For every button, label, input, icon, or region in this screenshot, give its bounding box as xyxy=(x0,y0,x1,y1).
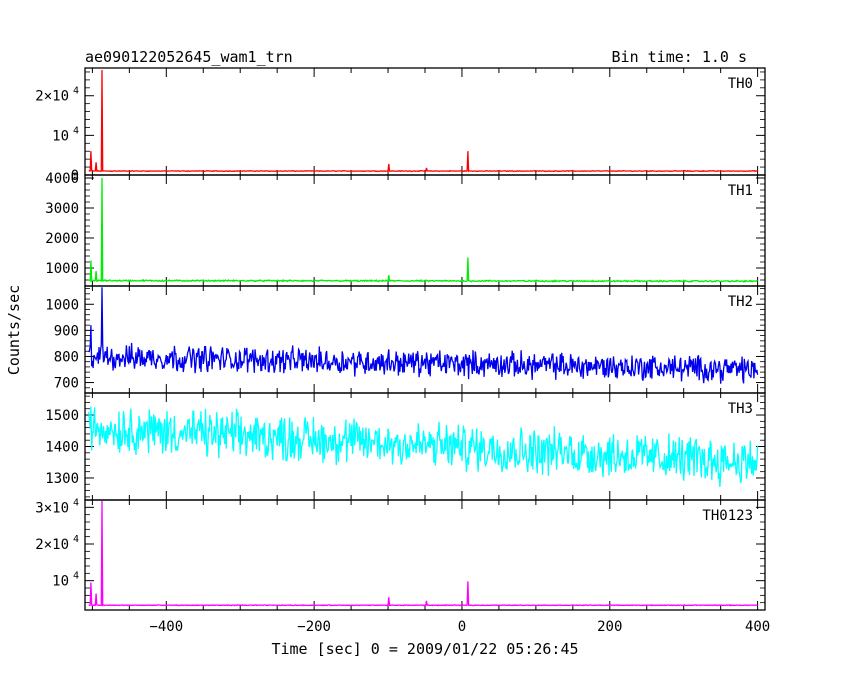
y-tick-label: 2×10 xyxy=(35,537,69,553)
y-tick-label: 1000 xyxy=(45,297,79,313)
y-tick-exponent: 4 xyxy=(73,571,79,582)
panel-th2: 700 800 900 1000 TH2 xyxy=(45,285,766,394)
source-name: ae090122052645_wam1_trn xyxy=(85,48,293,66)
panels-group: 0 10 4 2×10 4 TH0 1000 2000 3000 4000 TH1 700 800 900… xyxy=(35,67,766,611)
series-label: TH2 xyxy=(728,294,753,310)
y-tick-label: 10 xyxy=(52,574,69,590)
bin-time-label: Bin time: 1.0 s xyxy=(612,48,747,66)
y-tick-exponent: 4 xyxy=(73,497,79,508)
series-line-th3 xyxy=(88,406,759,488)
y-tick-label: 1000 xyxy=(45,261,79,277)
y-tick-label: 1300 xyxy=(45,471,79,487)
series-line-th0 xyxy=(88,69,758,173)
series-line-th2 xyxy=(88,287,759,384)
x-tick-label: −400 xyxy=(149,619,183,635)
y-tick-label: 700 xyxy=(54,376,79,392)
series-label: TH0 xyxy=(728,76,753,92)
y-tick-label: 3000 xyxy=(45,201,79,217)
x-tick-label: −200 xyxy=(297,619,331,635)
y-tick-label: 3×10 xyxy=(35,500,69,516)
y-tick-label: 2000 xyxy=(45,231,79,247)
y-tick-exponent: 4 xyxy=(73,534,79,545)
panel-th0: 0 10 4 2×10 4 TH0 xyxy=(35,67,766,184)
series-line-th0123 xyxy=(88,500,758,607)
y-tick-exponent: 4 xyxy=(73,86,79,97)
x-axis-title: Time [sec] 0 = 2009/01/22 05:26:45 xyxy=(271,640,578,658)
y-tick-label: 2×10 xyxy=(35,89,69,105)
panel-th1: 1000 2000 3000 4000 TH1 xyxy=(45,171,766,287)
panel-frame xyxy=(84,285,766,394)
y-tick-label: 4000 xyxy=(45,171,79,187)
x-tick-label: 400 xyxy=(745,619,770,635)
series-line-th1 xyxy=(88,177,758,283)
x-tick-label: 200 xyxy=(597,619,622,635)
series-label: TH3 xyxy=(728,401,753,417)
y-tick-label: 0 xyxy=(71,168,79,184)
series-label: TH0123 xyxy=(702,508,753,524)
series-label: TH1 xyxy=(728,183,753,199)
panel-frame xyxy=(84,67,766,176)
y-tick-label: 10 xyxy=(52,128,69,144)
y-tick-label: 800 xyxy=(54,349,79,365)
y-tick-label: 1400 xyxy=(45,440,79,456)
panel-th0123: 10 4 2×10 4 3×10 4 TH0123 xyxy=(35,497,766,611)
panel-frame xyxy=(84,174,766,287)
panel-th3: 1300 1400 1500 TH3 xyxy=(45,392,766,501)
panel-frame xyxy=(84,499,766,611)
y-tick-label: 900 xyxy=(54,323,79,339)
y-tick-exponent: 4 xyxy=(73,125,79,136)
x-tick-label: 0 xyxy=(458,619,466,635)
y-axis-title: Counts/sec xyxy=(5,285,23,375)
y-tick-label: 1500 xyxy=(45,408,79,424)
x-axis-tick-labels: −400 −200 0 200 400 xyxy=(149,619,770,635)
